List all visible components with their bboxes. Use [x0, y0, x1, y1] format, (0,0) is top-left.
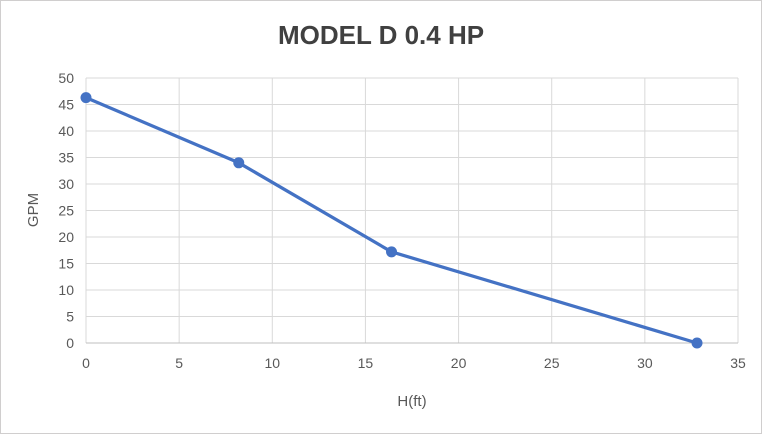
y-tick-labels: 0 5 10 15 20 25 30 35 40 45 50: [58, 70, 74, 351]
y-tick-label: 25: [58, 203, 74, 219]
x-tick-label: 0: [82, 355, 90, 371]
x-tick-label: 25: [544, 355, 560, 371]
x-tick-label: 10: [264, 355, 280, 371]
y-tick-label: 35: [58, 150, 74, 166]
data-point-marker: [386, 246, 398, 258]
data-point-marker: [691, 337, 703, 349]
y-tick-label: 0: [66, 335, 74, 351]
x-tick-label: 15: [358, 355, 374, 371]
chart-title: MODEL D 0.4 HP: [278, 20, 484, 50]
x-tick-label: 5: [175, 355, 183, 371]
y-tick-label: 30: [58, 176, 74, 192]
y-axis-title: GPM: [25, 193, 42, 227]
x-tick-label: 30: [637, 355, 653, 371]
y-tick-label: 45: [58, 97, 74, 113]
y-tick-label: 40: [58, 123, 74, 139]
x-tick-label: 35: [730, 355, 746, 371]
series-line: [84, 95, 699, 345]
y-tick-label: 20: [58, 229, 74, 245]
y-tick-label: 10: [58, 282, 74, 298]
x-tick-labels: 0 5 10 15 20 25 30 35: [82, 355, 746, 371]
x-tick-label: 20: [451, 355, 467, 371]
data-point-marker: [80, 92, 92, 104]
data-series: [80, 92, 703, 349]
y-tick-label: 15: [58, 256, 74, 272]
data-point-marker: [233, 157, 245, 169]
y-tick-label: 5: [66, 309, 74, 325]
y-tick-label: 50: [58, 70, 74, 86]
x-axis-title: H(ft): [397, 393, 426, 410]
